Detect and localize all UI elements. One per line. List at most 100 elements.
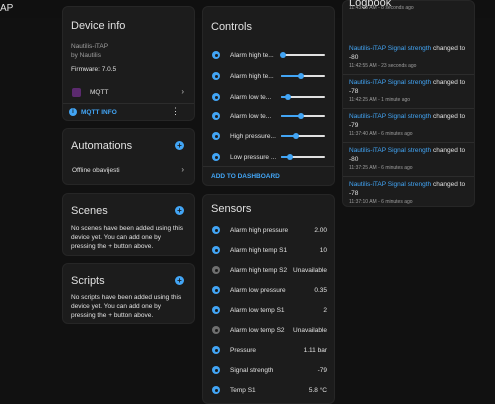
- logbook-card: Logbook 11:43:03 AM - 8 seconds ago Naut…: [342, 0, 475, 207]
- divider: [343, 142, 474, 143]
- automations-title: Automations: [71, 140, 133, 152]
- logbook-entry-text: Nautilis-iTAP Signal strength changed to: [349, 146, 470, 155]
- control-slider[interactable]: [280, 52, 325, 58]
- sensor-row[interactable]: Alarm high temp S2 Unavailable: [203, 265, 334, 275]
- sensor-row[interactable]: Alarm high temp S1 10: [203, 245, 334, 255]
- control-slider[interactable]: [281, 113, 325, 119]
- pressure-icon: [212, 346, 220, 354]
- control-slider[interactable]: [281, 154, 325, 160]
- info-icon: i: [69, 108, 77, 116]
- gauge-icon: [212, 266, 220, 274]
- sensor-label: Pressure: [230, 347, 257, 354]
- gauge-icon: [212, 326, 220, 334]
- control-label: Alarm high te...: [230, 52, 274, 59]
- automation-label: Offline obavijesti: [72, 167, 120, 174]
- control-row: Low pressure ...: [203, 152, 334, 162]
- sensor-row[interactable]: Temp S1 5.8 °C: [203, 385, 334, 395]
- logbook-entity-link[interactable]: Nautilis-iTAP Signal strength: [349, 45, 432, 52]
- slider-knob[interactable]: [286, 154, 293, 160]
- control-row: High pressure...: [203, 131, 334, 141]
- sensor-row[interactable]: Alarm low temp S2 Unavailable: [203, 325, 334, 335]
- logbook-value: -78: [349, 88, 359, 95]
- divider: [343, 108, 474, 109]
- sensors-card: Sensors Alarm high pressure 2.00 Alarm hig…: [202, 194, 335, 404]
- divider: [343, 176, 474, 177]
- slider-knob[interactable]: [280, 52, 287, 58]
- slider-fill: [281, 75, 301, 77]
- control-row: Alarm high te...: [203, 71, 334, 81]
- divider: [343, 74, 474, 75]
- slider-knob[interactable]: [293, 133, 300, 139]
- sensor-value: 1.11 bar: [303, 347, 327, 354]
- logbook-value: -79: [349, 122, 359, 129]
- control-label: Low pressure ...: [230, 154, 277, 161]
- sensor-row[interactable]: Signal strength -79: [203, 365, 334, 375]
- logbook-entry-text: Nautilis-iTAP Signal strength changed to: [349, 180, 470, 189]
- device-firmware: Firmware: 7.0.5: [71, 66, 117, 73]
- logbook-entity-link[interactable]: Nautilis-iTAP Signal strength: [349, 147, 432, 154]
- mqtt-info-link[interactable]: MQTT INFO: [81, 109, 117, 116]
- sensor-row[interactable]: Alarm low pressure 0.35: [203, 285, 334, 295]
- control-row: Alarm low te...: [203, 111, 334, 121]
- scenes-card: Scenes + No scenes have been added using…: [62, 193, 195, 256]
- mqtt-integration-row[interactable]: MQTT ›: [63, 86, 194, 100]
- control-slider[interactable]: [281, 94, 325, 100]
- sensor-value: 5.8 °C: [308, 387, 327, 394]
- logbook-entity-link[interactable]: Nautilis-iTAP Signal strength: [349, 181, 432, 188]
- control-slider[interactable]: [281, 133, 325, 139]
- sensor-label: Signal strength: [230, 367, 274, 374]
- add-script-button[interactable]: +: [175, 276, 184, 285]
- logbook-time: 11:37:25 AM - 6 minutes ago: [349, 165, 413, 171]
- logbook-action: changed to: [432, 113, 466, 120]
- device-manufacturer: by Nautilis: [71, 52, 101, 59]
- logbook-entry: Nautilis-iTAP Signal strength changed to…: [349, 180, 470, 207]
- automation-item[interactable]: Offline obavijesti ›: [63, 165, 194, 177]
- controls-card: Controls Alarm high te... Alarm high te..…: [202, 6, 335, 186]
- logbook-entity-link[interactable]: Nautilis-iTAP Signal strength: [349, 79, 432, 86]
- sensor-label: Alarm high temp S2: [230, 267, 288, 274]
- logbook-time: 11:37:10 AM - 6 minutes ago: [349, 199, 413, 205]
- logbook-value: -80: [349, 156, 359, 163]
- logbook-action: changed to: [432, 147, 466, 154]
- scripts-title: Scripts: [71, 275, 105, 287]
- slider-knob[interactable]: [284, 94, 291, 100]
- add-scene-button[interactable]: +: [175, 206, 184, 215]
- device-model: Nautilis-iTAP: [71, 43, 109, 50]
- logbook-entity-link[interactable]: Nautilis-iTAP Signal strength: [349, 113, 432, 120]
- slider-knob[interactable]: [297, 113, 304, 119]
- more-vert-icon[interactable]: ⋮: [171, 106, 180, 116]
- logbook-entry: Nautilis-iTAP Signal strength changed to…: [349, 146, 470, 173]
- add-to-dashboard-button[interactable]: ADD TO DASHBOARD: [211, 173, 280, 180]
- logbook-top-time: 11:43:03 AM - 8 seconds ago: [349, 5, 414, 11]
- logbook-action: changed to: [432, 45, 466, 52]
- add-automation-button[interactable]: +: [175, 141, 184, 150]
- scenes-title: Scenes: [71, 205, 108, 217]
- sensor-row[interactable]: Alarm low temp S1 2: [203, 305, 334, 315]
- sensor-row[interactable]: Alarm high pressure 2.00: [203, 225, 334, 235]
- logbook-time: 11:42:55 AM - 23 seconds ago: [349, 63, 417, 69]
- control-row: Alarm high te...: [203, 50, 334, 60]
- control-slider[interactable]: [281, 73, 325, 79]
- divider: [203, 166, 334, 167]
- sensor-label: Alarm low temp S2: [230, 327, 285, 334]
- mqtt-label: MQTT: [90, 89, 109, 96]
- control-label: Alarm low te...: [230, 113, 272, 120]
- sensor-label: Alarm low pressure: [230, 287, 286, 294]
- logbook-entry: Nautilis-iTAP Signal strength changed to…: [349, 44, 470, 71]
- mqtt-logo-icon: [72, 88, 81, 97]
- chevron-right-icon: ›: [181, 165, 184, 174]
- sensor-row[interactable]: Pressure 1.11 bar: [203, 345, 334, 355]
- slider-fill: [281, 156, 290, 158]
- gauge-icon: [212, 286, 220, 294]
- slider-knob[interactable]: [297, 73, 304, 79]
- sensor-label: Alarm high pressure: [230, 227, 289, 234]
- controls-title: Controls: [211, 21, 252, 33]
- control-row: Alarm low te...: [203, 92, 334, 102]
- logbook-value: -78: [349, 190, 359, 197]
- control-label: High pressure...: [230, 133, 276, 140]
- gauge-icon: [212, 306, 220, 314]
- sensor-value: -79: [317, 367, 327, 374]
- sensor-value: 0.35: [314, 287, 327, 294]
- number-control-icon: [212, 153, 220, 161]
- slider-fill: [281, 96, 288, 98]
